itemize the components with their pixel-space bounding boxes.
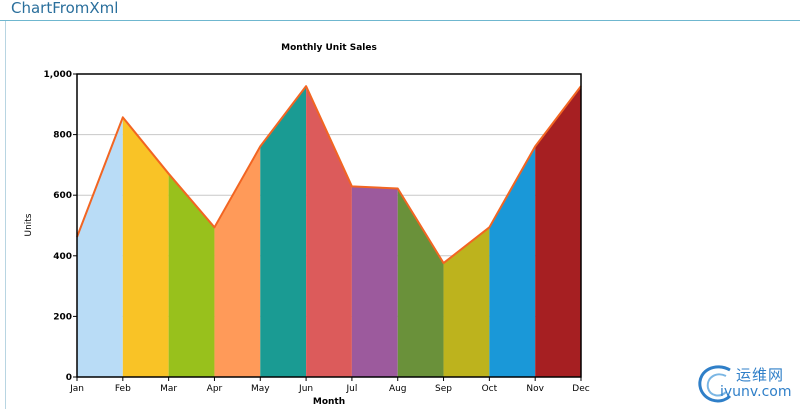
y-tick-label-2: 400 (53, 252, 72, 262)
area-segment-jan (77, 117, 123, 377)
chart-panel (5, 21, 800, 409)
area-segment-sep (443, 227, 490, 377)
watermark-logo: 运维网 iyunv.com (696, 360, 800, 409)
page-title: ChartFromXml (11, 0, 119, 17)
area-segment-may (260, 86, 307, 378)
area-segment-feb (122, 117, 169, 377)
area-segment-jul (351, 186, 398, 377)
x-tick-label-apr: Apr (207, 384, 223, 394)
area-segment-nov (535, 86, 581, 378)
axes (73, 73, 582, 381)
x-tick-label-sep: Sep (435, 384, 452, 394)
y-tick-labels: 0 200 400 600 800 1,000 (44, 70, 72, 383)
y-tick-label-0: 0 (66, 373, 72, 383)
x-tick-label-aug: Aug (389, 384, 407, 394)
chart-title: Monthly Unit Sales (281, 43, 377, 53)
x-tick-label-dec: Dec (572, 384, 589, 394)
x-axis-label: Month (313, 397, 345, 407)
x-tick-label-mar: Mar (160, 384, 177, 394)
y-tick-label-1: 200 (53, 312, 72, 322)
watermark-en-text: iyunv.com (720, 384, 792, 400)
x-tick-label-jan: Jan (69, 384, 84, 394)
y-axis-label: Units (24, 213, 34, 236)
area-segment-oct (489, 146, 536, 377)
watermark-swirl-icon (698, 365, 732, 403)
area-segment-apr (214, 146, 261, 377)
area-segment-aug (397, 188, 444, 377)
area-segments (77, 86, 581, 378)
plot-frame (76, 73, 582, 378)
x-tick-label-jul: Jul (345, 384, 357, 394)
x-tick-labels: Jan Feb Mar Apr May Jun Jul Aug Sep Oct Nov Dec (69, 384, 590, 394)
series-line-layer (76, 85, 582, 265)
x-tick-label-jun: Jun (298, 384, 313, 394)
watermark-cn-text: 运维网 (736, 366, 785, 384)
x-tick-label-nov: Nov (526, 384, 544, 394)
series-line (76, 85, 582, 265)
y-tick-label-4: 800 (53, 131, 72, 141)
x-tick-label-may: May (251, 384, 270, 394)
x-tick-label-oct: Oct (482, 384, 498, 394)
page-header: ChartFromXml (0, 0, 800, 21)
area-segment-mar (168, 173, 215, 377)
y-tick-label-3: 600 (53, 191, 72, 201)
area-segment-jun (306, 86, 352, 378)
x-tick-label-feb: Feb (115, 384, 131, 394)
y-tick-label-5: 1,000 (44, 70, 72, 80)
